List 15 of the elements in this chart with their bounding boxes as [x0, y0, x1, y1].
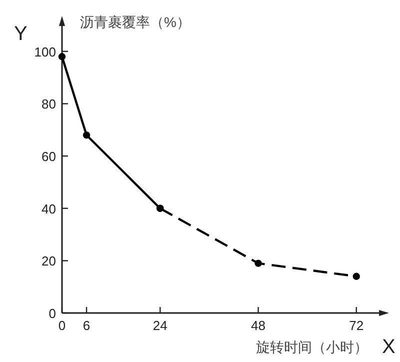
y-tick-label: 60 — [42, 149, 56, 164]
x-tick-label: 0 — [58, 318, 66, 333]
text: X — [382, 336, 396, 358]
y-tick-label: 20 — [42, 254, 56, 269]
x-tick-label: 6 — [82, 318, 90, 333]
x-tick-label: 72 — [349, 318, 364, 333]
y-tick-label: 40 — [42, 201, 56, 216]
x-tick-label: 48 — [251, 318, 266, 333]
text: Y — [14, 23, 28, 45]
y-tick-label: 100 — [34, 44, 56, 60]
y-tick-label: 80 — [42, 96, 56, 112]
x-axis-title: 旋转时间（小时） — [256, 339, 368, 355]
x-tick-label: 24 — [152, 318, 168, 333]
y-axis-title: 沥青裹覆率（%） — [80, 14, 190, 30]
y-tick-label: 0 — [48, 306, 56, 321]
